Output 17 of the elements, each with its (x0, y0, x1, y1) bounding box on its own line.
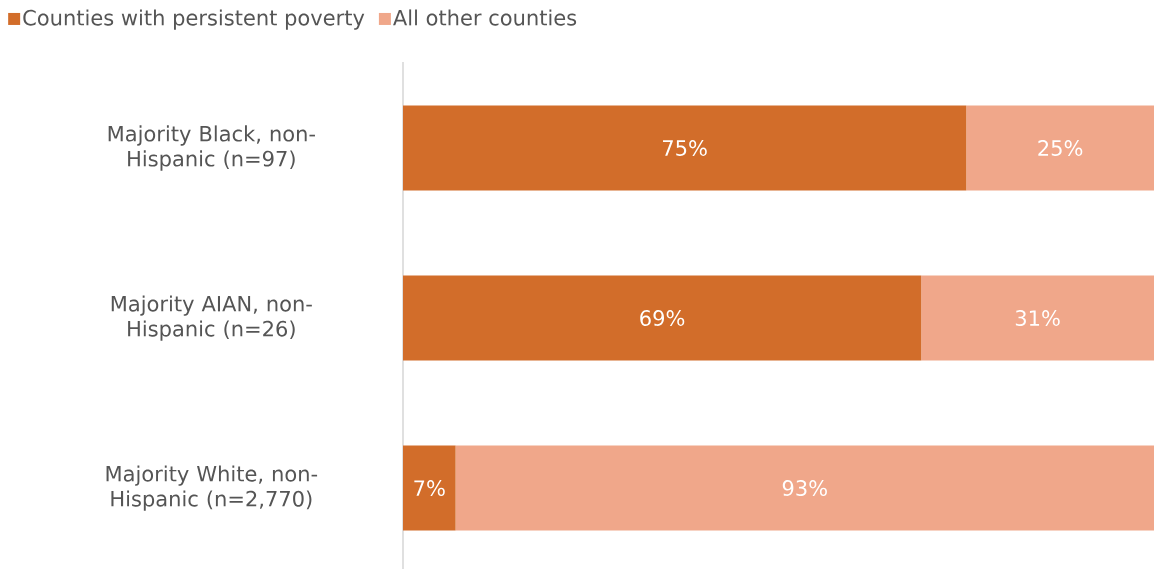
data-label: 7% (414, 480, 445, 497)
bar (403, 275, 922, 361)
bar (921, 275, 1154, 361)
bar (403, 105, 967, 191)
bar (455, 445, 1154, 531)
data-label: 93% (782, 480, 827, 497)
y-tick-label: Majority Black, non-Hispanic (n=97) (108, 125, 315, 171)
data-label: 69% (640, 310, 685, 326)
data-label: 25% (1038, 140, 1083, 156)
bar (966, 105, 1154, 191)
data-label: 75% (663, 140, 707, 156)
y-tick-label: Majority White, non-Hispanic (n=2,770) (106, 465, 318, 511)
legend-label: All other counties (393, 9, 577, 26)
legend-label: Counties with persistent poverty (23, 9, 365, 30)
bar (403, 445, 456, 531)
data-label: 31% (1015, 310, 1060, 326)
y-tick-label: Majority AIAN, non-Hispanic (n=26) (111, 295, 312, 341)
